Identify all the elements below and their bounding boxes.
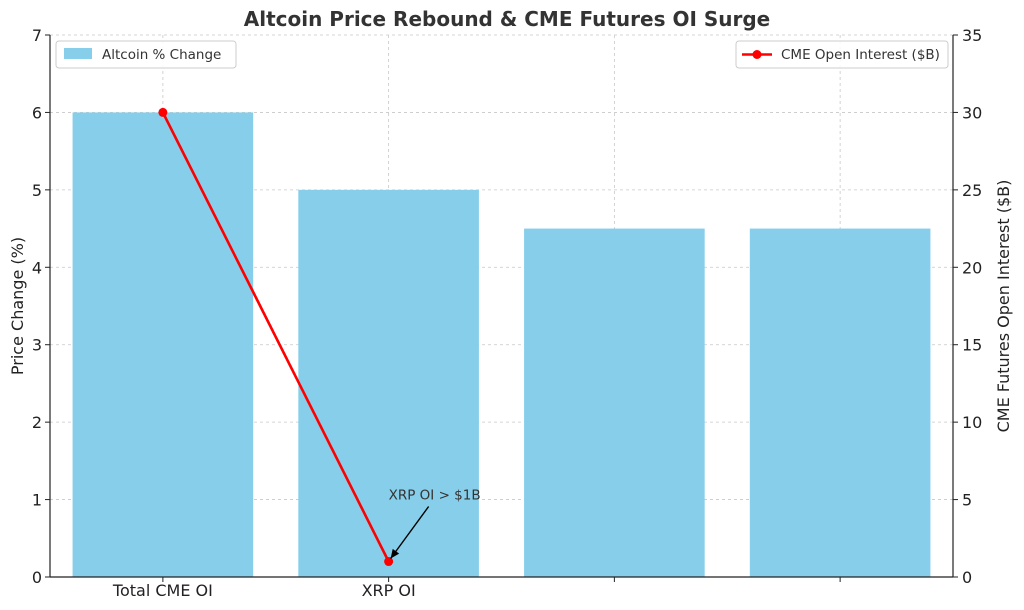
y-tick-label: 1 [32,491,42,510]
annotation-arrow [390,506,430,559]
legends: Altcoin % Change CME Open Interest ($B) [55,40,949,69]
legend-box [55,40,237,69]
legend-line: CME Open Interest ($B) [735,40,949,69]
legend-label-bar: Altcoin % Change [102,47,221,63]
y-tick-label: 2 [32,413,42,432]
annotation: XRP OI > $1B [389,488,481,559]
y-tick-label: 3 [32,336,42,355]
legend-swatch-bar [64,48,92,59]
bar [298,189,479,577]
annotation-arrowhead [390,548,400,559]
y-tick-label: 5 [32,181,42,200]
x-tick-label: Total CME OI [112,581,213,600]
y2-tick-label: 25 [962,181,982,200]
y-tick-label: 7 [32,26,42,45]
chart-title: Altcoin Price Rebound & CME Futures OI S… [244,7,770,31]
y2-tick-label: 20 [962,258,982,277]
y2-tick-label: 15 [962,336,982,355]
axes: 0 1 2 3 4 5 6 7 0 5 10 15 20 25 30 35 Total CME OI XRP OI… [8,26,1013,600]
bar [524,228,705,578]
legend-box [735,40,949,69]
legend-label-line: CME Open Interest ($B) [781,47,940,63]
bar [72,112,254,577]
y-tick-label: 0 [32,568,42,587]
y2-tick-label: 10 [962,413,982,432]
y2-tick-label: 35 [962,26,982,45]
bar [749,228,931,578]
y2-tick-label: 5 [962,491,972,510]
legend-bar: Altcoin % Change [55,40,237,69]
y-axis-label: Price Change (%) [8,237,27,375]
y2-tick-label: 30 [962,103,982,122]
x-tick-label: XRP OI [362,581,416,600]
line-point [158,107,168,117]
legend-swatch-marker [752,50,762,59]
line-path [161,111,390,563]
bar-series [72,112,931,578]
y2-tick-label: 0 [962,568,972,587]
line-point [384,557,394,567]
annotation-text: XRP OI > $1B [389,488,481,504]
line-series [158,107,394,567]
y-tick-label: 4 [32,258,42,277]
y2-axis-label: CME Futures Open Interest ($B) [994,180,1013,433]
y-tick-label: 6 [32,103,42,122]
